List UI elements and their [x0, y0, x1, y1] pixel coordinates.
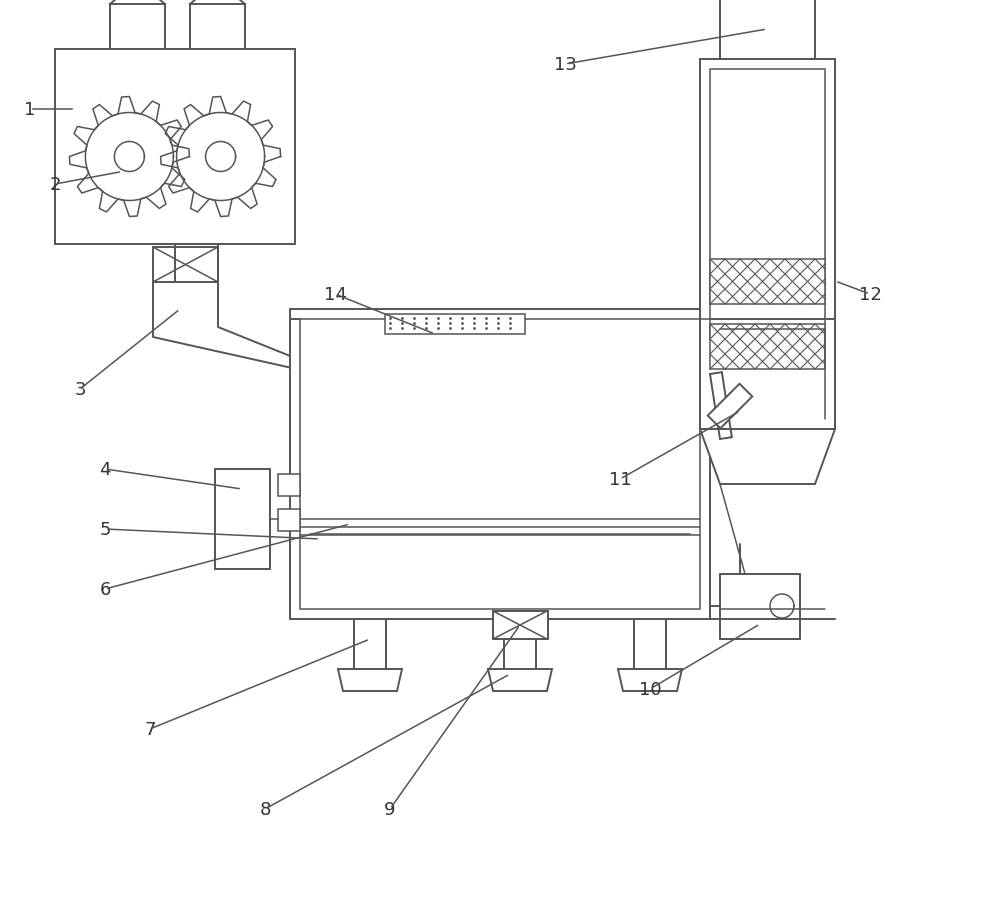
- Text: 13: 13: [554, 56, 576, 74]
- Polygon shape: [488, 669, 552, 691]
- Bar: [215, 470, 270, 570]
- Polygon shape: [618, 669, 682, 691]
- Bar: [290, 310, 710, 619]
- Polygon shape: [700, 430, 835, 485]
- Bar: [700, 60, 835, 430]
- Bar: [504, 619, 536, 669]
- Text: 3: 3: [74, 380, 86, 398]
- Text: 11: 11: [609, 470, 631, 489]
- Bar: [354, 619, 386, 669]
- Bar: [385, 314, 525, 335]
- Bar: [493, 611, 548, 639]
- Polygon shape: [708, 385, 752, 429]
- Bar: [55, 50, 295, 245]
- Bar: [710, 260, 825, 304]
- Text: 4: 4: [99, 461, 111, 479]
- Bar: [710, 325, 825, 369]
- Bar: [634, 619, 666, 669]
- Text: 12: 12: [859, 285, 881, 303]
- Bar: [720, 0, 815, 60]
- Bar: [720, 574, 800, 639]
- Text: 7: 7: [144, 721, 156, 738]
- Text: 14: 14: [324, 285, 346, 303]
- Text: 5: 5: [99, 520, 111, 538]
- Bar: [300, 320, 700, 610]
- Polygon shape: [338, 669, 402, 691]
- Text: 2: 2: [49, 176, 61, 194]
- Text: 9: 9: [384, 800, 396, 818]
- Bar: [710, 70, 825, 340]
- Text: 6: 6: [99, 581, 111, 599]
- Text: 8: 8: [259, 800, 271, 818]
- Bar: [278, 509, 300, 531]
- Bar: [153, 247, 218, 283]
- Text: 10: 10: [639, 680, 661, 698]
- Text: 1: 1: [24, 101, 36, 119]
- Bar: [278, 474, 300, 497]
